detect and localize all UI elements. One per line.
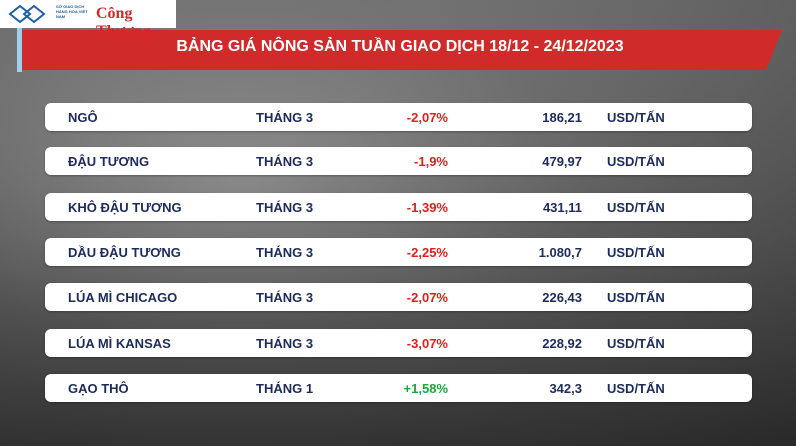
contract-month: THÁNG 3: [256, 245, 314, 260]
commodity: GẠO THÔ: [68, 381, 129, 396]
table-row: NGÔ THÁNG 3 -2,07% 186,21 USD/TẤN: [45, 103, 752, 131]
contract-month: THÁNG 3: [256, 336, 314, 351]
table-row: ĐẬU TƯƠNG THÁNG 3 -1,9% 479,97 USD/TẤN: [45, 147, 752, 175]
change: -3,07%: [406, 336, 448, 351]
title-ribbon: [20, 30, 782, 70]
price: 226,43: [542, 290, 582, 305]
table-row: KHÔ ĐẬU TƯƠNG THÁNG 3 -1,39% 431,11 USD/TẤN: [45, 193, 752, 221]
change: -1,39%: [406, 200, 448, 215]
price: 342,3: [549, 381, 582, 396]
contract-month: THÁNG 1: [256, 381, 314, 396]
table-row: DẦU ĐẬU TƯƠNG THÁNG 3 -2,25% 1.080,7 USD/TẤN: [45, 238, 752, 266]
table-row: GẠO THÔ THÁNG 1 +1,58% 342,3 USD/TẤN: [45, 374, 752, 402]
contract-month: THÁNG 3: [256, 200, 314, 215]
exchange-logo-text: SỞ GIAO DỊCH HÀNG HÓA VIỆT NAM: [56, 4, 88, 19]
contract-month: THÁNG 3: [256, 290, 314, 305]
logo-icon: [8, 4, 46, 24]
price: 431,11: [542, 200, 582, 215]
commodity: NGÔ: [68, 110, 98, 125]
price: 228,92: [542, 336, 582, 351]
unit: USD/TẤN: [607, 200, 665, 215]
unit: USD/TẤN: [607, 290, 665, 305]
contract-month: THÁNG 3: [256, 154, 314, 169]
change: -2,25%: [406, 245, 448, 260]
unit: USD/TẤN: [607, 245, 665, 260]
commodity: DẦU ĐẬU TƯƠNG: [68, 245, 181, 260]
brand-logo-text: Công Thương: [96, 5, 151, 40]
change: -2,07%: [406, 290, 448, 305]
price: 186,21: [542, 110, 582, 125]
unit: USD/TẤN: [607, 336, 665, 351]
contract-month: THÁNG 3: [256, 110, 314, 125]
change: -1,9%: [414, 154, 448, 169]
title: BẢNG GIÁ NÔNG SẢN TUẦN GIAO DỊCH 18/12 -…: [176, 38, 624, 55]
table-row: LÚA MÌ CHICAGO THÁNG 3 -2,07% 226,43 USD/TẤN: [45, 283, 752, 311]
unit: USD/TẤN: [607, 110, 665, 125]
commodity: KHÔ ĐẬU TƯƠNG: [68, 200, 182, 215]
ribbon-shape: [20, 30, 782, 70]
price: 1.080,7: [538, 245, 582, 260]
price: 479,97: [542, 154, 582, 169]
commodity: ĐẬU TƯƠNG: [68, 154, 150, 169]
unit: USD/TẤN: [607, 381, 665, 396]
side-bar: [17, 0, 22, 72]
table-row: LÚA MÌ KANSAS THÁNG 3 -3,07% 228,92 USD/TẤN: [45, 329, 752, 357]
commodity: LÚA MÌ KANSAS: [68, 336, 171, 351]
unit: USD/TẤN: [607, 154, 665, 169]
change: +1,58%: [403, 381, 448, 396]
change: -2,07%: [406, 110, 448, 125]
logo-box: SỞ GIAO DỊCH HÀNG HÓA VIỆT NAM Công Thươ…: [0, 0, 176, 40]
commodity: LÚA MÌ CHICAGO: [68, 290, 178, 305]
